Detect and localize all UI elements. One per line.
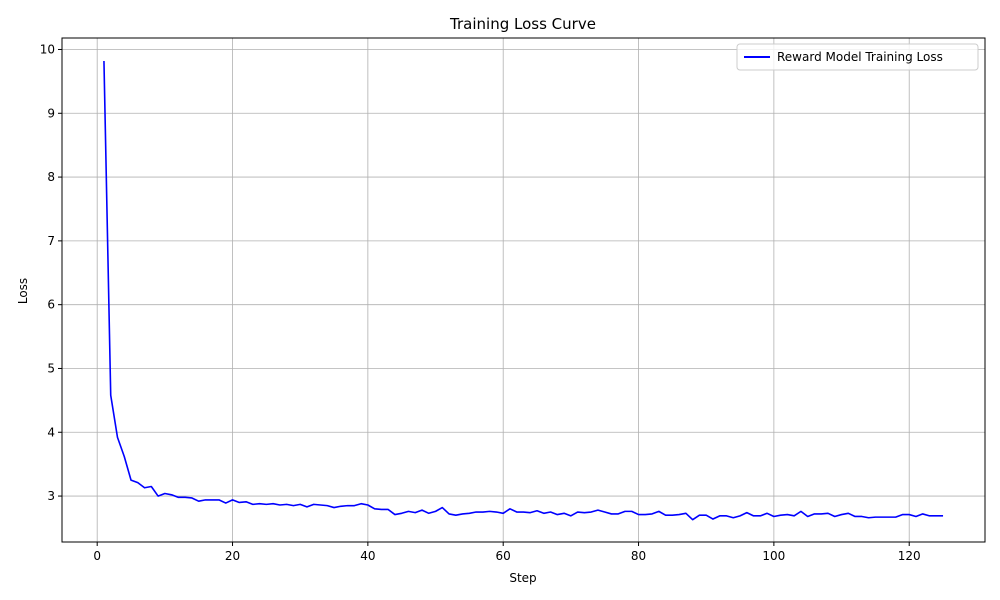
y-axis: 3 4 5 6 7 8 9 10: [40, 42, 62, 503]
series-layer: [103, 60, 944, 521]
y-tick-label: 6: [47, 298, 55, 312]
legend-box: [736, 43, 979, 71]
x-axis: 0 20 40 60 80 100 120: [93, 542, 921, 563]
y-tick-label: 9: [47, 106, 55, 120]
x-tick-label: 80: [631, 549, 646, 563]
x-tick-label: 40: [360, 549, 375, 563]
chart-title: Training Loss Curve: [449, 15, 596, 33]
x-axis-title: Step: [509, 571, 536, 585]
y-tick-label: 5: [47, 361, 55, 375]
y-tick-label: 10: [40, 42, 55, 56]
loss-series-line: [103, 60, 944, 521]
y-tick-label: 7: [47, 234, 55, 248]
y-tick-label: 3: [47, 489, 55, 503]
y-tick-label: 8: [47, 170, 55, 184]
x-tick-label: 100: [762, 549, 785, 563]
grid: [62, 38, 985, 542]
x-tick-label: 60: [496, 549, 511, 563]
legend-label: Reward Model Training Loss: [777, 50, 943, 64]
x-tick-label: 120: [898, 549, 921, 563]
x-tick-label: 0: [93, 549, 101, 563]
y-axis-title: Loss: [16, 278, 30, 304]
y-tick-label: 4: [47, 425, 55, 439]
legend: Reward Model Training Loss: [736, 43, 979, 71]
plot-area-frame: [61, 37, 986, 543]
x-tick-label: 20: [225, 549, 240, 563]
